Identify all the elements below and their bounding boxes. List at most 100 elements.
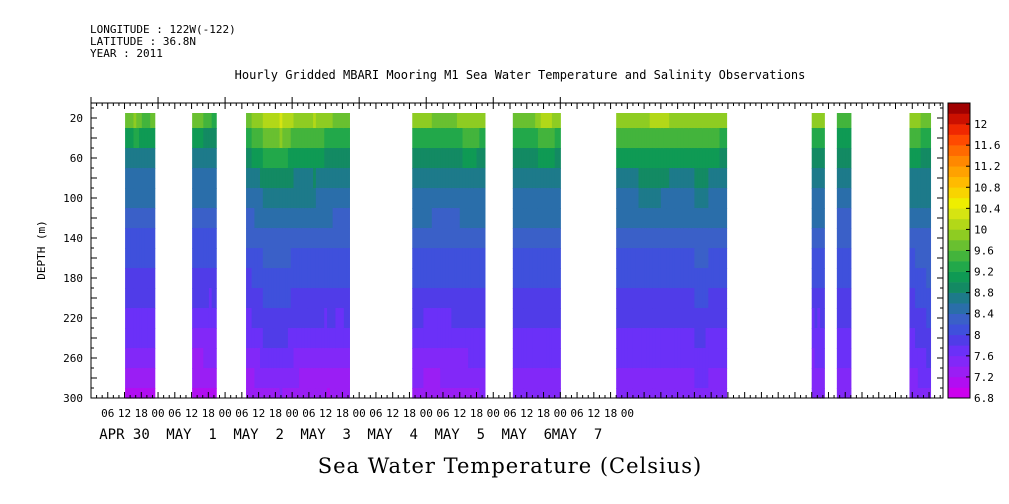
- heatmap-cell: [652, 168, 656, 189]
- heatmap-cell: [557, 348, 561, 369]
- heatmap-cell: [318, 368, 323, 389]
- heatmap-cell: [125, 228, 129, 249]
- heatmap-cell: [465, 168, 469, 189]
- heatmap-cell: [456, 208, 461, 229]
- heatmap-cell: [711, 248, 715, 269]
- heatmap-cell: [301, 328, 306, 349]
- heatmap-cell: [618, 268, 623, 289]
- x-hour-tick-label: 06: [436, 407, 449, 420]
- heatmap-cell: [822, 148, 825, 169]
- heatmap-cell: [445, 208, 450, 229]
- heatmap-cell: [133, 348, 137, 369]
- heatmap-cell: [448, 328, 452, 349]
- heatmap-cell: [313, 208, 317, 229]
- heatmap-cell: [273, 248, 278, 269]
- heatmap-cell: [699, 268, 704, 289]
- heatmap-cell: [426, 348, 430, 369]
- heatmap-cell: [624, 288, 628, 309]
- heatmap-cell: [529, 113, 533, 129]
- plot-frame: [90, 102, 944, 399]
- heatmap-cell: [448, 388, 452, 399]
- heatmap-cell: [310, 168, 314, 189]
- heatmap-cell: [341, 128, 345, 149]
- heatmap-cell: [529, 388, 533, 399]
- heatmap-cell: [251, 308, 256, 329]
- heatmap-cell: [431, 388, 436, 399]
- heatmap-cell: [688, 248, 693, 269]
- heatmap-cell: [262, 348, 267, 369]
- heatmap-cell: [479, 128, 483, 149]
- heatmap-cell: [194, 368, 199, 389]
- heatmap-cell: [920, 188, 925, 209]
- heatmap-cell: [666, 288, 670, 309]
- colorbar-swatch: [948, 376, 970, 388]
- heatmap-cell: [702, 308, 707, 329]
- heatmap-cell: [713, 168, 718, 189]
- heatmap-cell: [512, 148, 517, 169]
- heatmap-cell: [260, 128, 264, 149]
- heatmap-cell: [660, 248, 665, 269]
- heatmap-cell: [557, 388, 561, 399]
- heatmap-cell: [476, 368, 480, 389]
- colorbar-swatch: [948, 345, 970, 357]
- heatmap-cell: [713, 288, 718, 309]
- heatmap-cell: [468, 328, 472, 349]
- heatmap-cell: [652, 308, 656, 329]
- heatmap-cell: [246, 128, 250, 149]
- heatmap-cell: [926, 148, 930, 169]
- heatmap-cell: [917, 128, 922, 149]
- heatmap-cell: [279, 268, 283, 289]
- heatmap-cell: [437, 148, 441, 169]
- heatmap-cell: [822, 348, 825, 369]
- heatmap-cell: [551, 288, 556, 309]
- heatmap-cell: [537, 308, 542, 329]
- heatmap-cell: [915, 168, 919, 189]
- heatmap-cell: [203, 128, 207, 149]
- heatmap-cell: [677, 348, 682, 369]
- heatmap-cell: [518, 388, 522, 399]
- heatmap-cell: [688, 228, 693, 249]
- heatmap-cell: [630, 113, 634, 129]
- heatmap-cell: [139, 388, 143, 399]
- heatmap-cell: [722, 228, 726, 249]
- heatmap-cell: [482, 388, 486, 399]
- heatmap-cell: [127, 368, 132, 389]
- heatmap-cell: [260, 113, 264, 129]
- heatmap-cell: [688, 188, 693, 209]
- heatmap-cell: [669, 288, 673, 309]
- heatmap-cell: [549, 288, 553, 309]
- heatmap-cell: [415, 113, 419, 129]
- heatmap-cell: [515, 268, 519, 289]
- heatmap-cell: [470, 208, 475, 229]
- heatmap-cell: [276, 268, 281, 289]
- heatmap-cell: [318, 148, 323, 169]
- heatmap-cell: [412, 288, 416, 309]
- heatmap-cell: [836, 348, 841, 369]
- heatmap-cell: [434, 168, 438, 189]
- heatmap-cell: [716, 188, 721, 209]
- heatmap-cell: [285, 368, 289, 389]
- heatmap-cell: [644, 248, 648, 269]
- heatmap-cell: [551, 388, 556, 399]
- heatmap-cell: [708, 248, 712, 269]
- heatmap-cell: [554, 328, 559, 349]
- heatmap-cell: [257, 348, 261, 369]
- heatmap-cell: [315, 228, 320, 249]
- heatmap-cell: [512, 113, 517, 129]
- heatmap-cell: [139, 328, 143, 349]
- heatmap-cell: [616, 148, 620, 169]
- heatmap-cell: [434, 368, 438, 389]
- heatmap-cell: [658, 388, 662, 399]
- heatmap-cell: [814, 168, 818, 189]
- heatmap-cell: [211, 368, 216, 389]
- heatmap-cell: [669, 308, 673, 329]
- heatmap-cell: [658, 308, 662, 329]
- heatmap-cell: [130, 288, 135, 309]
- heatmap-cell: [321, 208, 325, 229]
- heatmap-cell: [512, 188, 517, 209]
- heatmap-cell: [150, 148, 154, 169]
- heatmap-cell: [456, 368, 461, 389]
- heatmap-cell: [139, 288, 143, 309]
- heatmap-cell: [321, 368, 325, 389]
- heatmap-cell: [153, 308, 156, 329]
